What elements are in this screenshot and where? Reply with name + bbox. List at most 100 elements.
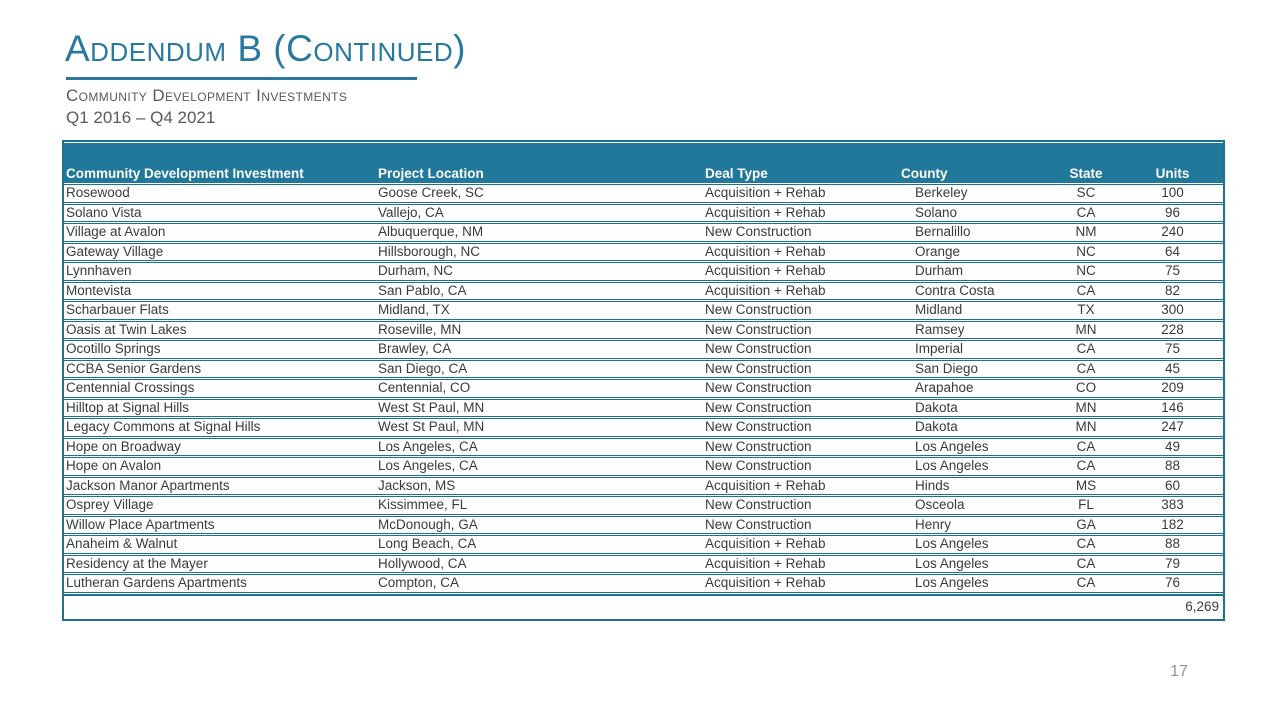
cell-name: Hope on Avalon bbox=[64, 457, 376, 476]
cell-units: 88 bbox=[1122, 457, 1223, 476]
table-row: Willow Place Apartments McDonough, GA New … bbox=[64, 515, 1223, 534]
cell-county: Orange bbox=[899, 242, 1050, 261]
table-row: Jackson Manor Apartments Jackson, MS Acqui… bbox=[64, 476, 1223, 495]
cell-units: 45 bbox=[1122, 359, 1223, 378]
cell-county: San Diego bbox=[899, 359, 1050, 378]
cell-county: Los Angeles bbox=[899, 554, 1050, 573]
cell-units: 209 bbox=[1122, 379, 1223, 398]
cell-name: Solano Vista bbox=[64, 203, 376, 222]
table-row: Hope on Broadway Los Angeles, CA New Const… bbox=[64, 437, 1223, 456]
table-row: Hilltop at Signal Hills West St Paul, MN N… bbox=[64, 398, 1223, 417]
column-header: Project Location bbox=[376, 143, 703, 183]
cell-deal-type: New Construction bbox=[703, 457, 899, 476]
cell-deal-type: New Construction bbox=[703, 398, 899, 417]
cell-location: Vallejo, CA bbox=[376, 203, 703, 222]
cell-location: Durham, NC bbox=[376, 262, 703, 281]
table-row: Oasis at Twin Lakes Roseville, MN New Cons… bbox=[64, 320, 1223, 339]
cell-state: CA bbox=[1050, 359, 1122, 378]
table-row: Legacy Commons at Signal Hills West St Pa… bbox=[64, 418, 1223, 437]
table-row: Solano Vista Vallejo, CA Acquisition + Reh… bbox=[64, 203, 1223, 222]
column-header: Units bbox=[1122, 143, 1223, 183]
cell-location: Hollywood, CA bbox=[376, 554, 703, 573]
cell-name: Hope on Broadway bbox=[64, 437, 376, 456]
table-row: Lynnhaven Durham, NC Acquisition + Rehab Du… bbox=[64, 262, 1223, 281]
cell-units: 49 bbox=[1122, 437, 1223, 456]
cell-state: CA bbox=[1050, 203, 1122, 222]
cell-name: Residency at the Mayer bbox=[64, 554, 376, 573]
cell-name: Hilltop at Signal Hills bbox=[64, 398, 376, 417]
cell-county: Berkeley bbox=[899, 184, 1050, 203]
cell-county: Solano bbox=[899, 203, 1050, 222]
cell-units: 79 bbox=[1122, 554, 1223, 573]
cell-state: CA bbox=[1050, 281, 1122, 300]
cell-county: Dakota bbox=[899, 398, 1050, 417]
cell-units: 88 bbox=[1122, 535, 1223, 554]
table-row: Rosewood Goose Creek, SC Acquisition + Reh… bbox=[64, 184, 1223, 203]
cell-deal-type: New Construction bbox=[703, 437, 899, 456]
cell-county: Los Angeles bbox=[899, 437, 1050, 456]
column-header: Community Development Investment bbox=[64, 143, 376, 183]
page-number: 17 bbox=[1170, 663, 1188, 680]
cell-name: Osprey Village bbox=[64, 496, 376, 515]
cell-units: 76 bbox=[1122, 574, 1223, 593]
total-spacer bbox=[703, 593, 899, 618]
cell-deal-type: Acquisition + Rehab bbox=[703, 554, 899, 573]
cell-location: San Diego, CA bbox=[376, 359, 703, 378]
cell-location: Centennial, CO bbox=[376, 379, 703, 398]
cell-deal-type: Acquisition + Rehab bbox=[703, 281, 899, 300]
cell-state: MN bbox=[1050, 398, 1122, 417]
cell-state: NC bbox=[1050, 242, 1122, 261]
cell-units: 383 bbox=[1122, 496, 1223, 515]
cell-state: TX bbox=[1050, 301, 1122, 320]
cell-name: Willow Place Apartments bbox=[64, 515, 376, 534]
cell-state: MS bbox=[1050, 476, 1122, 495]
table-row: Anaheim & Walnut Long Beach, CA Acquisitio… bbox=[64, 535, 1223, 554]
total-spacer bbox=[899, 593, 1050, 618]
cell-location: Jackson, MS bbox=[376, 476, 703, 495]
table-row: Ocotillo Springs Brawley, CA New Construct… bbox=[64, 340, 1223, 359]
cell-county: Hinds bbox=[899, 476, 1050, 495]
cell-name: Oasis at Twin Lakes bbox=[64, 320, 376, 339]
cell-deal-type: New Construction bbox=[703, 418, 899, 437]
cell-deal-type: New Construction bbox=[703, 496, 899, 515]
cell-name: Lutheran Gardens Apartments bbox=[64, 574, 376, 593]
investments-table-container: Community Development Investment Project … bbox=[62, 140, 1225, 621]
cell-location: Midland, TX bbox=[376, 301, 703, 320]
cell-state: CA bbox=[1050, 457, 1122, 476]
cell-county: Imperial bbox=[899, 340, 1050, 359]
cell-state: CA bbox=[1050, 574, 1122, 593]
cell-location: Brawley, CA bbox=[376, 340, 703, 359]
cell-state: SC bbox=[1050, 184, 1122, 203]
cell-units: 100 bbox=[1122, 184, 1223, 203]
cell-deal-type: Acquisition + Rehab bbox=[703, 535, 899, 554]
cell-state: MN bbox=[1050, 418, 1122, 437]
page-title: Addendum B (Continued) bbox=[65, 28, 466, 69]
cell-name: CCBA Senior Gardens bbox=[64, 359, 376, 378]
total-row: 6,269 bbox=[64, 593, 1223, 618]
cell-county: Ramsey bbox=[899, 320, 1050, 339]
cell-deal-type: Acquisition + Rehab bbox=[703, 476, 899, 495]
cell-deal-type: Acquisition + Rehab bbox=[703, 242, 899, 261]
cell-county: Arapahoe bbox=[899, 379, 1050, 398]
cell-units: 75 bbox=[1122, 262, 1223, 281]
cell-units: 228 bbox=[1122, 320, 1223, 339]
cell-state: GA bbox=[1050, 515, 1122, 534]
table-footer: 6,269 bbox=[64, 593, 1223, 618]
cell-name: Lynnhaven bbox=[64, 262, 376, 281]
total-spacer bbox=[64, 593, 376, 618]
cell-state: MN bbox=[1050, 320, 1122, 339]
cell-deal-type: New Construction bbox=[703, 340, 899, 359]
cell-deal-type: New Construction bbox=[703, 515, 899, 534]
table-row: Montevista San Pablo, CA Acquisition + Reh… bbox=[64, 281, 1223, 300]
table-row: Village at Avalon Albuquerque, NM New Cons… bbox=[64, 223, 1223, 242]
cell-units: 146 bbox=[1122, 398, 1223, 417]
cell-county: Los Angeles bbox=[899, 457, 1050, 476]
cell-deal-type: New Construction bbox=[703, 379, 899, 398]
table-row: Hope on Avalon Los Angeles, CA New Constru… bbox=[64, 457, 1223, 476]
cell-county: Los Angeles bbox=[899, 535, 1050, 554]
cell-location: Long Beach, CA bbox=[376, 535, 703, 554]
cell-units: 300 bbox=[1122, 301, 1223, 320]
cell-county: Midland bbox=[899, 301, 1050, 320]
cell-state: CA bbox=[1050, 340, 1122, 359]
